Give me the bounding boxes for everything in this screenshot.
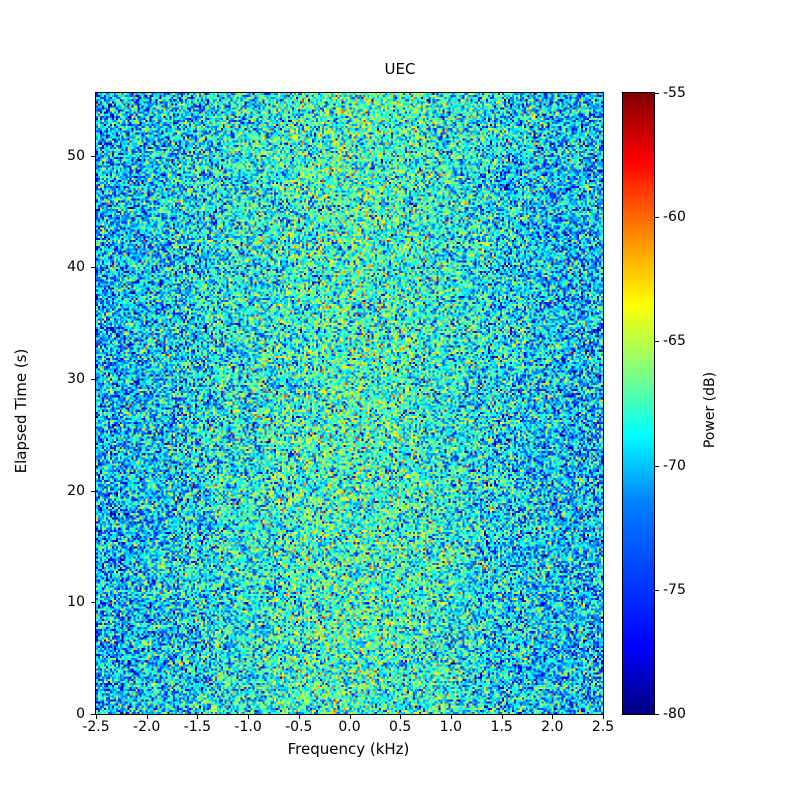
colorbar-tick-label: -55 xyxy=(663,85,686,101)
y-tick-mark xyxy=(91,155,95,157)
x-tick-mark xyxy=(450,715,452,719)
y-tick-label: 10 xyxy=(67,594,85,611)
x-tick-mark xyxy=(349,715,351,719)
colorbar-label: Power (dB) xyxy=(702,371,718,449)
x-tick-mark xyxy=(298,715,300,719)
y-tick-mark xyxy=(91,714,95,715)
colorbar-tick-mark xyxy=(655,217,659,219)
x-tick-mark xyxy=(197,715,199,719)
y-axis-label: Elapsed Time (s) xyxy=(12,348,30,474)
x-tick-mark xyxy=(248,715,250,719)
colorbar-tick-label: -70 xyxy=(663,457,686,474)
colorbar-tick-label: -60 xyxy=(663,209,686,226)
spectrogram-image xyxy=(96,93,603,714)
x-tick-label: -0.5 xyxy=(285,719,313,735)
y-tick-label: 40 xyxy=(67,259,85,276)
colorbar-tick-label: -75 xyxy=(663,581,686,598)
x-tick-mark xyxy=(603,715,604,719)
x-tick-mark xyxy=(400,715,402,719)
y-tick-mark xyxy=(91,602,95,604)
x-tick-mark xyxy=(552,715,554,719)
x-tick-mark xyxy=(146,715,148,719)
x-tick-label: 2.0 xyxy=(541,719,564,735)
colorbar-tick-mark xyxy=(655,589,659,591)
x-tick-label: -1.0 xyxy=(234,719,262,735)
x-axis-label: Frequency (kHz) xyxy=(287,740,410,758)
colorbar-tick-mark xyxy=(655,341,659,343)
x-tick-label: 0.5 xyxy=(389,719,412,735)
colorbar-tick-mark xyxy=(655,93,659,94)
colorbar-tick-label: -80 xyxy=(663,706,686,722)
colorbar-gradient xyxy=(623,93,654,714)
y-tick-label: 30 xyxy=(67,370,85,387)
x-tick-label: -1.5 xyxy=(183,719,212,735)
y-tick-mark xyxy=(91,490,95,492)
x-tick-label: -2.5 xyxy=(82,719,110,735)
x-tick-mark xyxy=(96,715,97,719)
colorbar-tick-mark xyxy=(655,465,659,467)
x-tick-label: 2.5 xyxy=(591,719,615,735)
y-tick-label: 0 xyxy=(76,706,85,722)
x-tick-mark xyxy=(501,715,503,719)
colorbar-tick-mark xyxy=(655,714,659,715)
x-tick-label: 1.0 xyxy=(439,719,463,735)
title-line-station: UEC xyxy=(384,60,416,78)
x-tick-label: 0.0 xyxy=(338,719,361,735)
power-colorbar[interactable] xyxy=(622,92,655,715)
y-tick-mark xyxy=(91,267,95,269)
y-tick-mark xyxy=(91,378,95,380)
y-tick-label: 50 xyxy=(67,147,85,164)
x-tick-label: 1.5 xyxy=(490,719,513,735)
x-tick-label: -2.0 xyxy=(133,719,161,735)
colorbar-tick-label: -65 xyxy=(663,333,686,350)
spectrogram-plot[interactable] xyxy=(95,92,604,715)
y-tick-label: 20 xyxy=(67,482,85,499)
